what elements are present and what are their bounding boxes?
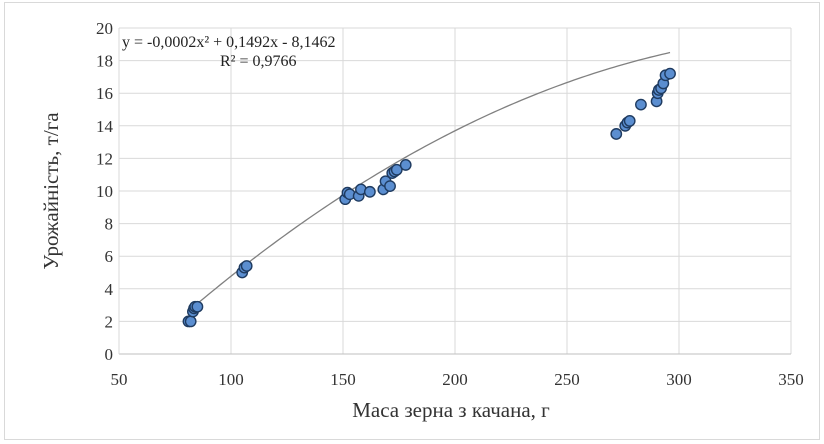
polynomial-trendline [188, 51, 671, 312]
data-point [635, 98, 647, 111]
y-tick-label: 4 [105, 280, 114, 299]
y-tick-label: 2 [105, 312, 114, 331]
x-tick-label: 50 [111, 370, 128, 389]
x-tick-label: 350 [778, 370, 804, 389]
data-point [623, 115, 636, 127]
y-tick-label: 14 [96, 117, 114, 136]
x-axis-title: Маса зерна з качана, г [352, 398, 550, 422]
y-tick-label: 8 [105, 215, 114, 234]
y-tick-label: 18 [96, 52, 113, 71]
y-axis-title: Урожайність, т/га [39, 112, 63, 270]
x-tick-label: 250 [554, 370, 580, 389]
y-tick-label: 20 [96, 19, 113, 38]
r-squared-label: R² = 0,9766 [220, 53, 297, 70]
trendline-equation: y = -0,0002x² + 0,1492x - 8,1462 [122, 34, 336, 51]
data-point [363, 185, 376, 198]
x-tick-label: 100 [218, 370, 244, 389]
data-point [390, 163, 403, 176]
axes [118, 28, 791, 355]
data-point [664, 67, 676, 80]
data-point [240, 260, 253, 272]
data-point [610, 128, 623, 140]
y-tick-label: 6 [105, 247, 114, 266]
y-tick-label: 0 [105, 345, 114, 364]
y-tick-label: 10 [96, 182, 113, 201]
x-tick-label: 200 [442, 370, 468, 389]
data-point [384, 180, 396, 193]
data-point [191, 300, 204, 313]
grid-lines [119, 27, 792, 354]
y-tick-labels: 0 2 4 6 8 10 12 14 16 18 20 [96, 19, 114, 364]
data-point [184, 315, 197, 328]
x-tick-label: 300 [666, 370, 692, 389]
data-points [182, 67, 676, 328]
data-point [399, 159, 412, 171]
y-tick-label: 12 [96, 149, 113, 168]
y-tick-label: 16 [96, 84, 113, 103]
x-tick-label: 150 [330, 370, 356, 389]
x-tick-labels: 50 100 150 200 250 300 350 [111, 370, 804, 389]
chart-frame [4, 2, 820, 440]
